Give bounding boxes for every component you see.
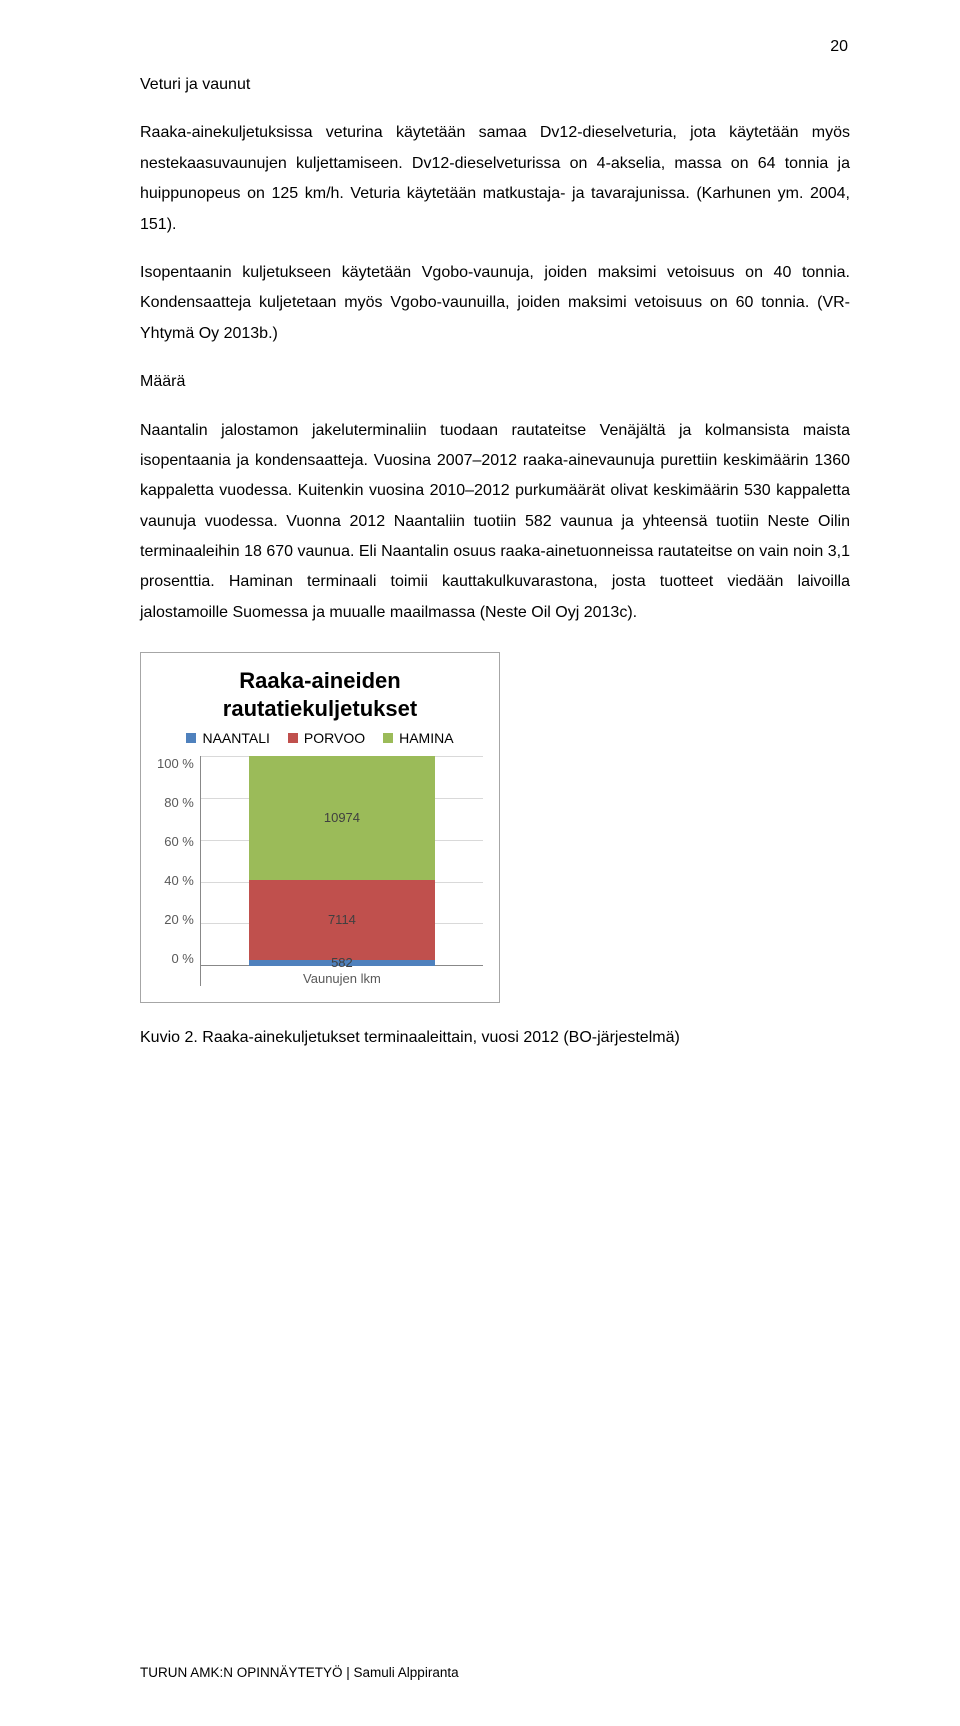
chart-legend: NAANTALI PORVOO HAMINA <box>157 730 483 746</box>
y-tick-0: 0 % <box>171 951 193 966</box>
legend-label-hamina: HAMINA <box>399 730 453 746</box>
chart-title: Raaka-aineiden rautatiekuljetukset <box>157 667 483 722</box>
chart-title-line2: rautatiekuljetukset <box>223 696 417 721</box>
legend-swatch-hamina <box>383 733 393 743</box>
y-tick-20: 20 % <box>164 912 194 927</box>
bar-label-hamina: 10974 <box>324 810 360 825</box>
plot-area: 582 7114 10974 Vaunujen lkm <box>200 756 483 986</box>
y-tick-80: 80 % <box>164 795 194 810</box>
x-axis-label: Vaunujen lkm <box>201 971 483 986</box>
bar-wrap: 582 7114 10974 <box>201 756 483 966</box>
chart-area: 100 % 80 % 60 % 40 % 20 % 0 % 582 <box>157 756 483 986</box>
body-text: Veturi ja vaunut Raaka-ainekuljetuksissa… <box>140 70 850 628</box>
chart-container: Raaka-aineiden rautatiekuljetukset NAANT… <box>140 652 500 1003</box>
legend-swatch-naantali <box>186 733 196 743</box>
y-tick-100: 100 % <box>157 756 194 771</box>
subheading-maara: Määrä <box>140 367 850 397</box>
paragraph-3: Naantalin jalostamon jakeluterminaliin t… <box>140 416 850 629</box>
bar-label-naantali: 582 <box>331 955 353 970</box>
legend-label-porvoo: PORVOO <box>304 730 365 746</box>
subheading-veturi: Veturi ja vaunut <box>140 70 850 100</box>
bar-label-porvoo: 7114 <box>328 912 356 927</box>
legend-item-naantali: NAANTALI <box>186 730 269 746</box>
legend-item-hamina: HAMINA <box>383 730 453 746</box>
stacked-bar: 582 7114 10974 <box>249 756 435 966</box>
bar-segment-hamina: 10974 <box>249 756 435 879</box>
bar-segment-naantali: 582 <box>249 960 435 967</box>
y-axis: 100 % 80 % 60 % 40 % 20 % 0 % <box>157 756 200 986</box>
legend-label-naantali: NAANTALI <box>202 730 269 746</box>
figure-caption: Kuvio 2. Raaka-ainekuljetukset terminaal… <box>140 1029 850 1047</box>
legend-item-porvoo: PORVOO <box>288 730 365 746</box>
y-tick-60: 60 % <box>164 834 194 849</box>
page-footer: TURUN AMK:N OPINNÄYTETYÖ | Samuli Alppir… <box>140 1665 459 1680</box>
paragraph-2: Isopentaanin kuljetukseen käytetään Vgob… <box>140 258 850 349</box>
y-tick-40: 40 % <box>164 873 194 888</box>
legend-swatch-porvoo <box>288 733 298 743</box>
chart-title-line1: Raaka-aineiden <box>239 668 400 693</box>
paragraph-1: Raaka-ainekuljetuksissa veturina käytetä… <box>140 118 850 240</box>
page-number: 20 <box>830 38 848 56</box>
bar-segment-porvoo: 7114 <box>249 880 435 960</box>
